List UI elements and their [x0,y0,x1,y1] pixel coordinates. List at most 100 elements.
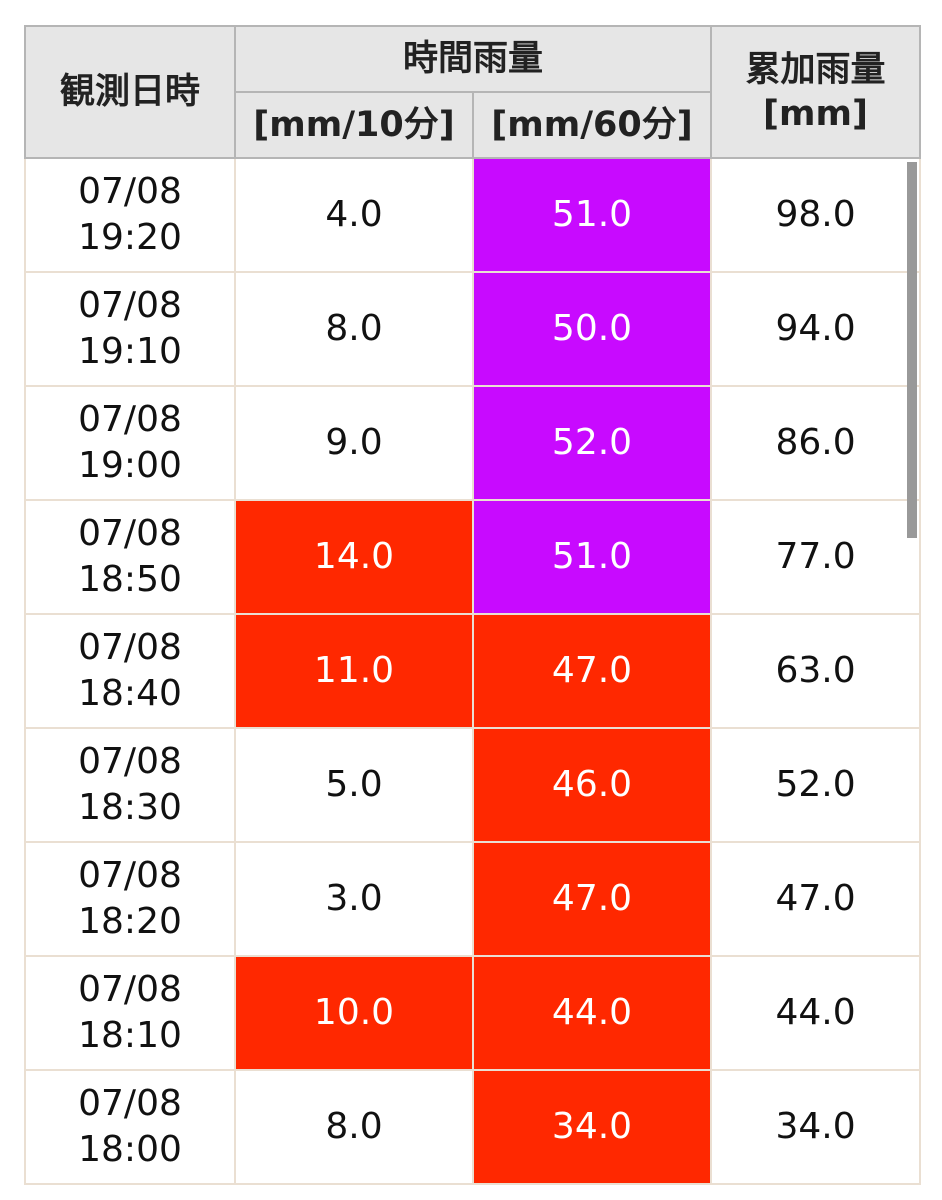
table-row: 07/08 19:00 9.0 52.0 86.0 [24,385,922,501]
table-row: 07/08 19:10 8.0 50.0 94.0 [24,271,922,387]
rain-table: 観測日時 時間雨量 累加雨量 [mm] [mm/10分] [mm/60分] 07/… [24,25,922,1185]
date-text: 07/08 [78,741,182,782]
value-cell: 5.0 [234,727,474,843]
value-cell: 44.0 [710,955,922,1071]
value-text: 77.0 [775,536,856,577]
datetime-cell: 07/08 19:00 [24,385,236,501]
header-cell: 累加雨量 [mm] [710,25,922,159]
datetime-cell: 07/08 19:20 [24,157,236,273]
date-text: 07/08 [78,399,182,440]
value-cell: 47.0 [471,613,713,729]
date-text: 07/08 [78,1083,182,1124]
header-unit: [mm/60分] [491,105,693,145]
value-text: 47.0 [551,878,633,919]
value-text: 10.0 [313,992,395,1033]
header-cell: 観測日時 [24,25,236,159]
value-text: 98.0 [775,194,856,235]
value-cell: 14.0 [234,499,474,615]
value-text: 8.0 [325,1106,383,1147]
table-row: 07/08 18:10 10.0 44.0 44.0 [24,955,922,1071]
time-text: 18:00 [78,1129,182,1170]
header-unit: [mm/10分] [253,105,455,145]
time-text: 18:20 [78,901,182,942]
value-text: 14.0 [313,536,395,577]
value-text: 63.0 [775,650,856,691]
header-unit: [mm] [763,94,868,134]
datetime-cell: 07/08 19:10 [24,271,236,387]
header-cell: [mm/60分] [471,91,713,159]
value-cell: 11.0 [234,613,474,729]
value-cell: 50.0 [471,271,713,387]
value-text: 5.0 [325,764,383,805]
scrollbar[interactable] [907,162,917,538]
value-cell: 63.0 [710,613,922,729]
datetime-cell: 07/08 18:10 [24,955,236,1071]
value-cell: 9.0 [234,385,474,501]
value-text: 4.0 [325,194,383,235]
header-cell: 時間雨量 [233,25,713,93]
value-cell: 47.0 [471,841,713,957]
value-text: 34.0 [775,1106,856,1147]
value-cell: 86.0 [710,385,922,501]
value-text: 86.0 [775,422,856,463]
value-cell: 46.0 [471,727,713,843]
time-text: 19:00 [78,445,182,486]
value-text: 46.0 [551,764,633,805]
value-cell: 52.0 [471,385,713,501]
value-text: 47.0 [551,650,633,691]
table-body: 07/08 19:20 4.0 51.0 98.0 07/08 19:10 8.0 50.0 94… [24,157,922,1185]
table-row: 07/08 18:50 14.0 51.0 77.0 [24,499,922,615]
value-text: 44.0 [551,992,633,1033]
value-cell: 8.0 [234,1069,474,1185]
value-text: 47.0 [775,878,856,919]
value-cell: 77.0 [710,499,922,615]
value-text: 3.0 [325,878,383,919]
date-text: 07/08 [78,969,182,1010]
header-text: 観測日時 [59,72,200,112]
date-text: 07/08 [78,171,182,212]
value-cell: 10.0 [234,955,474,1071]
value-cell: 4.0 [234,157,474,273]
table-row: 07/08 18:30 5.0 46.0 52.0 [24,727,922,843]
value-cell: 3.0 [234,841,474,957]
value-text: 8.0 [325,308,383,349]
datetime-cell: 07/08 18:40 [24,613,236,729]
value-cell: 52.0 [710,727,922,843]
date-text: 07/08 [78,627,182,668]
value-cell: 98.0 [710,157,922,273]
value-cell: 94.0 [710,271,922,387]
value-cell: 51.0 [471,499,713,615]
value-cell: 34.0 [710,1069,922,1185]
value-cell: 8.0 [234,271,474,387]
datetime-cell: 07/08 18:20 [24,841,236,957]
table-row: 07/08 18:00 8.0 34.0 34.0 [24,1069,922,1185]
value-text: 52.0 [551,422,633,463]
value-cell: 51.0 [471,157,713,273]
value-text: 50.0 [551,308,633,349]
table-row: 07/08 18:40 11.0 47.0 63.0 [24,613,922,729]
date-text: 07/08 [78,513,182,554]
table-header: 観測日時 時間雨量 累加雨量 [mm] [mm/10分] [mm/60分] [24,25,922,159]
header-text: 時間雨量 [403,39,544,79]
date-text: 07/08 [78,285,182,326]
time-text: 18:40 [78,673,182,714]
datetime-cell: 07/08 18:00 [24,1069,236,1185]
value-cell: 47.0 [710,841,922,957]
table-row: 07/08 19:20 4.0 51.0 98.0 [24,157,922,273]
datetime-cell: 07/08 18:50 [24,499,236,615]
header-text: 累加雨量 [745,50,886,90]
table-row: 07/08 18:20 3.0 47.0 47.0 [24,841,922,957]
value-text: 51.0 [551,194,633,235]
value-text: 34.0 [551,1106,633,1147]
value-text: 51.0 [551,536,633,577]
date-text: 07/08 [78,855,182,896]
value-text: 52.0 [775,764,856,805]
datetime-cell: 07/08 18:30 [24,727,236,843]
time-text: 19:10 [78,331,182,372]
value-text: 94.0 [775,308,856,349]
value-text: 44.0 [775,992,856,1033]
time-text: 19:20 [78,217,182,258]
time-text: 18:50 [78,559,182,600]
